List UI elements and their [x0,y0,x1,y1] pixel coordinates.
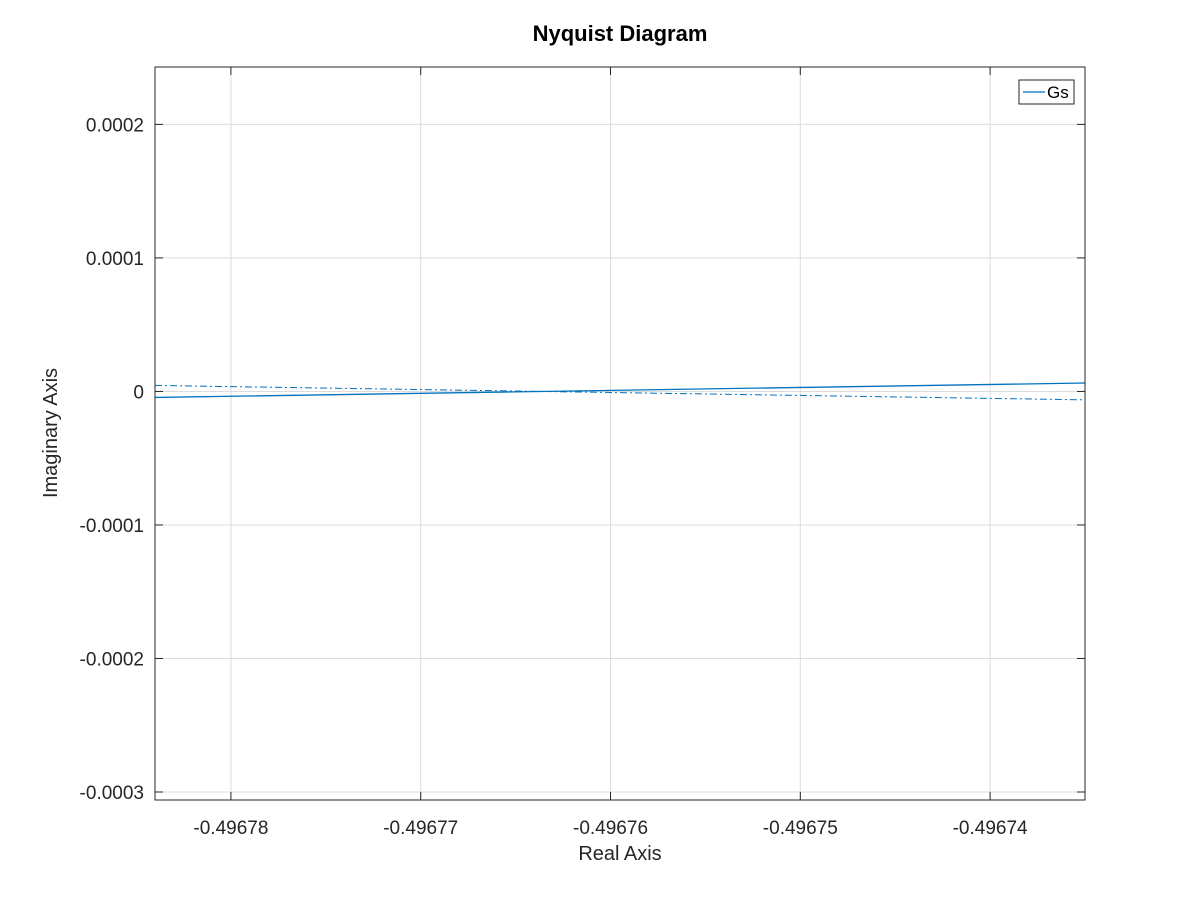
chart-title: Nyquist Diagram [533,21,708,46]
grid [155,67,1085,800]
y-tick-label: 0.0001 [86,249,144,270]
y-tick-label: -0.0003 [80,783,144,804]
axis-ticks: -0.49678 -0.49677 -0.49676 -0.49675 -0.49674… [80,67,1085,839]
y-tick-label: -0.0002 [80,649,144,670]
plot-area-border [154,66,1086,801]
y-tick-label: 0 [133,382,144,403]
plot-lines [154,382,1086,401]
x-axis-label: Real Axis [578,843,661,865]
y-axis-label: Imaginary Axis [40,368,62,498]
y-tick-label: 0.0002 [86,115,144,136]
legend: Gs [1018,79,1075,105]
series-line-gs-mirror [154,384,1086,401]
y-tick-label: -0.0001 [80,516,144,537]
legend-label: Gs [1047,83,1069,102]
x-tick-label: -0.49677 [383,818,458,839]
x-tick-label: -0.49675 [763,818,838,839]
series-line-gs [154,382,1086,399]
x-tick-label: -0.49678 [193,818,268,839]
x-tick-label: -0.49676 [573,818,648,839]
x-tick-label: -0.49674 [953,818,1028,839]
